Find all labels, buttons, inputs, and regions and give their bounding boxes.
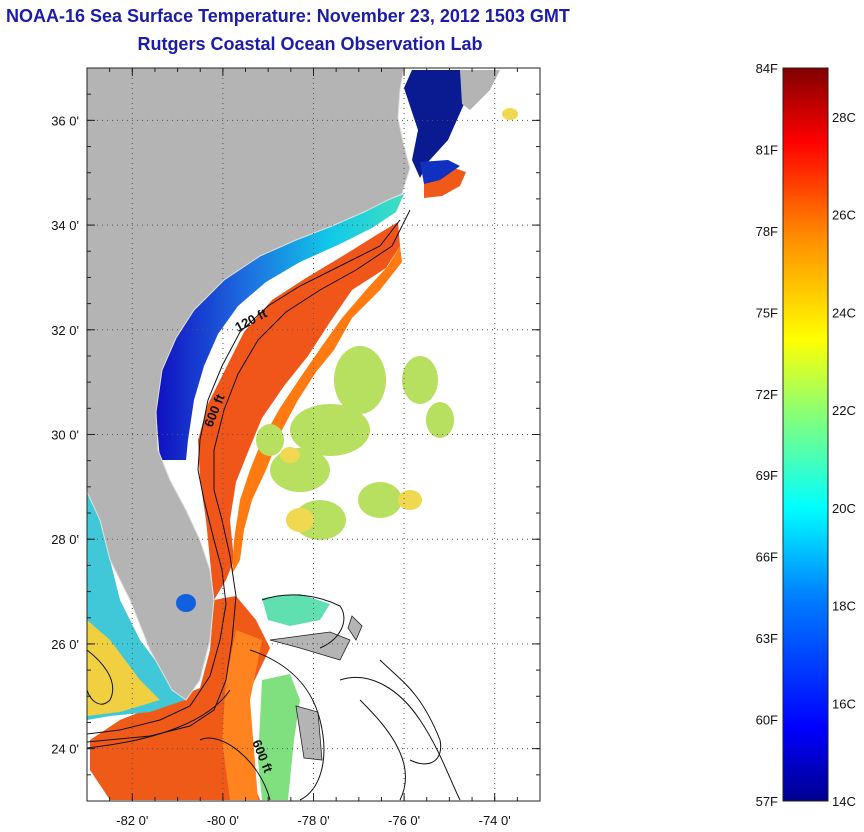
- straits-red: [222, 630, 262, 800]
- map-title: NOAA-16 Sea Surface Temperature: Novembe…: [6, 6, 570, 26]
- lat-label: 30 0': [51, 428, 79, 443]
- lon-label: -80 0': [207, 813, 239, 828]
- colorbar-f-label: 66F: [756, 550, 778, 565]
- latitude-labels: 36 0' 34 0' 32 0' 30 0' 28 0' 26 0' 24 0': [51, 113, 79, 756]
- sst-image: [87, 68, 518, 801]
- lat-label: 36 0': [51, 113, 79, 128]
- colorbar-c-label: 18C: [832, 599, 856, 614]
- lon-label: -78 0': [297, 813, 329, 828]
- bathymetry-contours: [87, 209, 461, 801]
- lat-label: 24 0': [51, 742, 79, 757]
- land-mass: [87, 68, 411, 701]
- colorbar-f-label: 63F: [756, 631, 778, 646]
- colorbar-f-label: 57F: [756, 794, 778, 809]
- lat-label: 32 0': [51, 323, 79, 338]
- colorbar-c-label: 14C: [832, 794, 856, 809]
- longitude-labels: -82 0' -80 0' -78 0' -76 0' -74 0': [116, 813, 511, 828]
- colorbar-f-label: 81F: [756, 142, 778, 157]
- colorbar-f-label: 84F: [756, 61, 778, 76]
- colorbar-c-label: 20C: [832, 501, 856, 516]
- gulf-of-mexico-yellow: [87, 620, 160, 716]
- lake-okeechobee: [176, 594, 196, 612]
- chesapeake-cold: [404, 70, 464, 178]
- axis-ticks: [86, 67, 541, 802]
- offshore-yellow-patches: [280, 108, 518, 532]
- bahamas-islands: [269, 615, 363, 761]
- colorbar-c-label: 16C: [832, 696, 856, 711]
- bahamas-water-2: [258, 674, 300, 800]
- gulf-stream-orange: [232, 246, 402, 574]
- gulf-stream-warm: [198, 222, 400, 600]
- lon-label: -74 0': [479, 813, 511, 828]
- lat-label: 28 0': [51, 532, 79, 547]
- colorbar-f-label: 72F: [756, 387, 778, 402]
- colorbar-c-label: 28C: [832, 110, 856, 125]
- lon-label: -76 0': [388, 813, 420, 828]
- colorbar-celsius-labels: 28C 26C 24C 22C 20C 18C 16C 14C: [832, 110, 856, 809]
- map-grid: [87, 68, 540, 801]
- colorbar-c-label: 24C: [832, 305, 856, 320]
- map-subtitle: Rutgers Coastal Ocean Observation Lab: [137, 34, 483, 54]
- colorbar-c-label: 26C: [832, 208, 856, 223]
- colorbar-f-label: 69F: [756, 468, 778, 483]
- sounds-cold: [420, 160, 460, 184]
- colorbar-fahrenheit-labels: 84F 81F 78F 75F 72F 69F 66F 63F 60F 57F: [756, 61, 778, 809]
- colorbar-f-label: 75F: [756, 305, 778, 320]
- colorbar-c-label: 22C: [832, 403, 856, 418]
- colorbar-f-label: 78F: [756, 224, 778, 239]
- lat-label: 34 0': [51, 218, 79, 233]
- lat-label: 26 0': [51, 637, 79, 652]
- colorbar-f-label: 60F: [756, 713, 778, 728]
- lon-label: -82 0': [116, 813, 148, 828]
- delmarva-land: [460, 70, 500, 110]
- colorbar: [782, 67, 829, 802]
